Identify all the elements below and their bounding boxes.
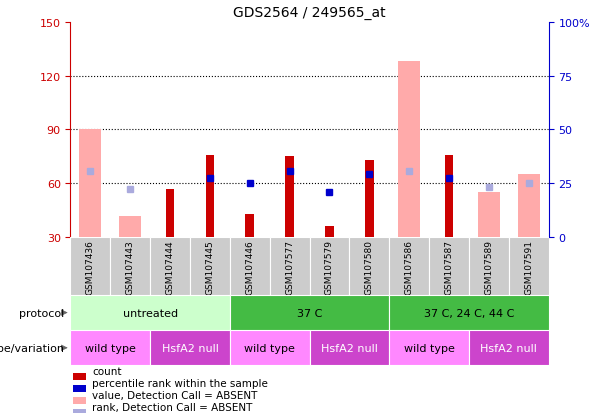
Text: value, Detection Call = ABSENT: value, Detection Call = ABSENT	[92, 390, 257, 400]
Bar	[429, 237, 469, 295]
Text: GSM107436: GSM107436	[86, 240, 95, 294]
Text: GSM107586: GSM107586	[405, 240, 414, 294]
Text: GSM107580: GSM107580	[365, 240, 374, 294]
Bar	[389, 295, 549, 330]
Bar	[469, 330, 549, 366]
Bar	[389, 330, 469, 366]
Text: rank, Detection Call = ABSENT: rank, Detection Call = ABSENT	[92, 402, 253, 412]
Bar	[310, 237, 349, 295]
Bar	[230, 295, 389, 330]
Text: GSM107591: GSM107591	[524, 240, 533, 294]
Bar	[110, 237, 150, 295]
Text: GSM107577: GSM107577	[285, 240, 294, 294]
Text: HsfA2 null: HsfA2 null	[481, 343, 537, 353]
Bar	[166, 189, 175, 237]
Bar	[518, 175, 539, 237]
Bar	[270, 237, 310, 295]
Bar	[80, 130, 101, 237]
Text: GSM107589: GSM107589	[484, 240, 493, 294]
Bar	[190, 237, 230, 295]
Bar	[349, 237, 389, 295]
Bar	[444, 155, 454, 237]
Bar	[73, 385, 86, 392]
Bar	[310, 330, 389, 366]
Bar	[469, 237, 509, 295]
Text: HsfA2 null: HsfA2 null	[321, 343, 378, 353]
Text: GSM107445: GSM107445	[205, 240, 215, 294]
Bar	[70, 295, 230, 330]
Text: HsfA2 null: HsfA2 null	[162, 343, 218, 353]
Bar	[245, 214, 254, 237]
Bar	[325, 227, 334, 237]
Text: GSM107443: GSM107443	[126, 240, 135, 294]
Bar	[70, 237, 110, 295]
Text: GSM107444: GSM107444	[166, 240, 175, 294]
Text: wild type: wild type	[245, 343, 295, 353]
Bar	[120, 216, 141, 237]
Text: GSM107446: GSM107446	[245, 240, 254, 294]
Bar	[230, 237, 270, 295]
Text: genotype/variation: genotype/variation	[0, 343, 64, 353]
Text: count: count	[92, 366, 121, 376]
Text: wild type: wild type	[85, 343, 135, 353]
Bar	[478, 193, 500, 237]
Title: GDS2564 / 249565_at: GDS2564 / 249565_at	[234, 6, 386, 20]
Text: 37 C: 37 C	[297, 308, 322, 318]
Text: percentile rank within the sample: percentile rank within the sample	[92, 378, 268, 388]
Bar	[73, 373, 86, 380]
Bar	[230, 330, 310, 366]
Text: protocol: protocol	[19, 308, 64, 318]
Text: wild type: wild type	[404, 343, 454, 353]
Bar	[150, 237, 190, 295]
Text: GSM107587: GSM107587	[444, 240, 454, 294]
Text: untreated: untreated	[123, 308, 178, 318]
Bar	[73, 397, 86, 404]
Bar	[389, 237, 429, 295]
Bar	[150, 330, 230, 366]
Bar	[509, 237, 549, 295]
Bar	[398, 62, 420, 237]
Text: 37 C, 24 C, 44 C: 37 C, 24 C, 44 C	[424, 308, 514, 318]
Text: GSM107579: GSM107579	[325, 240, 334, 294]
Bar	[205, 155, 215, 237]
Bar	[365, 161, 374, 237]
Bar	[73, 409, 86, 413]
Bar	[70, 330, 150, 366]
Bar	[285, 157, 294, 237]
